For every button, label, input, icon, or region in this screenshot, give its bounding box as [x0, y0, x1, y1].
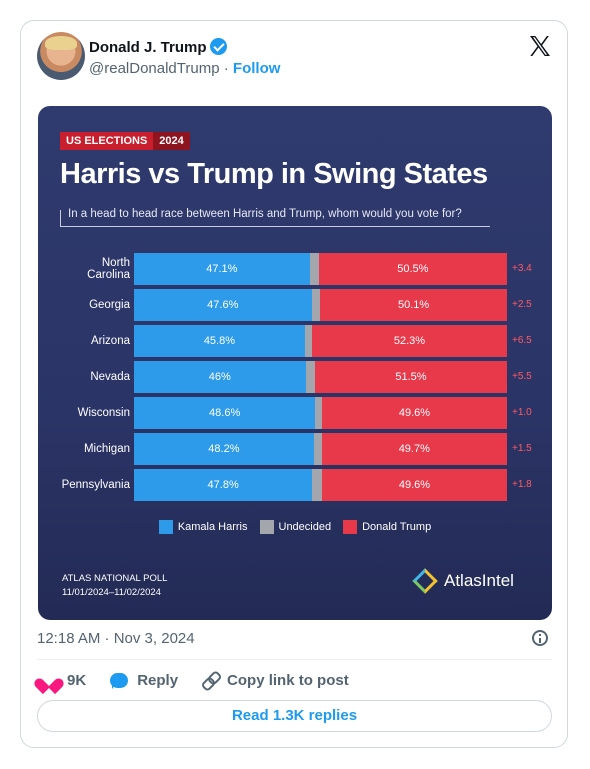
undecided-bar	[315, 397, 322, 429]
harris-value-label: 45.8%	[203, 335, 236, 347]
heart-icon	[40, 672, 58, 688]
harris-value-label: 46%	[208, 371, 231, 383]
undecided-bar	[313, 433, 322, 465]
graphic-title: Harris vs Trump in Swing States	[60, 158, 488, 190]
trump-value-label: 49.6%	[398, 407, 431, 419]
copy-link-button[interactable]: Copy link to post	[202, 672, 349, 689]
undecided-bar	[309, 253, 319, 285]
like-button[interactable]: 9K	[40, 672, 86, 689]
trump-value-label: 52.3%	[393, 335, 426, 347]
state-label: Michigan	[83, 443, 130, 455]
trump-margin-label: +5.5	[512, 371, 532, 382]
state-label: Pennsylvania	[61, 479, 130, 491]
like-count: 9K	[67, 671, 87, 689]
harris-bar	[134, 469, 313, 501]
election-tag: US ELECTIONS 2024	[60, 132, 190, 150]
trump-value-label: 51.5%	[395, 371, 427, 383]
author-name-text[interactable]: Donald J. Trump	[89, 39, 207, 56]
trump-swatch	[343, 520, 358, 534]
atlasintel-brand: AtlasIntel	[412, 568, 514, 594]
legend-trump-label: Donald Trump	[362, 521, 432, 533]
undecided-bar	[312, 469, 322, 501]
poll-question: In a head to head race between Harris an…	[68, 208, 462, 220]
trump-bar	[320, 289, 507, 321]
trump-bar	[318, 253, 507, 285]
undecided-swatch	[259, 520, 274, 534]
info-icon[interactable]	[532, 630, 548, 646]
undecided-bar	[305, 361, 315, 393]
legend-trump: Donald Trump	[343, 520, 431, 534]
harris-value-label: 48.6%	[209, 407, 241, 419]
trump-bar	[321, 433, 507, 465]
trump-bar	[321, 469, 507, 501]
harris-bar	[134, 253, 310, 285]
harris-bar	[134, 289, 312, 321]
harris-bar	[134, 325, 305, 357]
harris-swatch	[158, 520, 173, 534]
atlasintel-logo-icon	[412, 568, 438, 594]
trump-margin-label: +1.8	[512, 479, 532, 490]
tweet-actions: 9K Reply Copy link to post	[40, 670, 373, 690]
trump-margin-label: +2.5	[512, 299, 532, 310]
trump-value-label: 50.1%	[397, 299, 430, 311]
harris-bar	[134, 397, 316, 429]
trump-bar	[314, 361, 507, 393]
trump-bar	[311, 325, 507, 357]
author-handle-row: @realDonaldTrump · Follow	[89, 60, 280, 77]
undecided-bar	[304, 325, 312, 357]
state-label: Georgia	[89, 299, 130, 311]
trump-value-label: 49.6%	[398, 479, 431, 491]
copy-link-label: Copy link to post	[227, 671, 349, 689]
tag-label: US ELECTIONS	[60, 132, 154, 150]
tweet-timestamp[interactable]: 12:18 AM · Nov 3, 2024	[37, 630, 195, 647]
poll-dates: 11/01/2024–11/02/2024	[62, 587, 161, 598]
avatar[interactable]	[37, 32, 85, 80]
poll-name: ATLAS NATIONAL POLL	[62, 573, 168, 584]
follow-link[interactable]: Follow	[232, 60, 281, 77]
question-underline	[60, 226, 490, 227]
legend-harris-label: Kamala Harris	[177, 521, 248, 533]
legend-harris: Kamala Harris	[158, 520, 248, 534]
author-name[interactable]: Donald J. Trump	[89, 38, 227, 56]
trump-value-label: 50.5%	[397, 263, 429, 275]
divider	[37, 659, 552, 660]
state-label: Nevada	[90, 371, 130, 383]
trump-margin-label: +1.5	[512, 443, 532, 454]
trump-value-label: 49.7%	[398, 443, 430, 455]
harris-bar	[134, 433, 314, 465]
harris-value-label: 47.8%	[207, 479, 239, 491]
reply-label: Reply	[137, 671, 179, 689]
link-icon	[202, 672, 218, 688]
legend-undecided-label: Undecided	[278, 521, 332, 533]
harris-value-label: 47.6%	[207, 299, 239, 311]
trump-bar	[321, 397, 507, 429]
reply-bubble-icon	[110, 672, 129, 689]
trump-margin-label: +1.0	[512, 407, 532, 418]
harris-value-label: 48.2%	[208, 443, 240, 455]
harris-bar	[134, 361, 306, 393]
poll-source: ATLAS NATIONAL POLL 11/01/2024–11/02/202…	[62, 572, 167, 600]
state-label: Wisconsin	[77, 407, 130, 419]
separator: ·	[223, 60, 229, 77]
trump-margin-label: +3.4	[512, 263, 532, 274]
reply-button[interactable]: Reply	[110, 672, 178, 689]
tag-year: 2024	[153, 132, 190, 150]
x-logo-icon[interactable]	[528, 34, 552, 58]
harris-value-label: 47.1%	[206, 263, 238, 275]
undecided-bar	[311, 289, 321, 321]
author-handle[interactable]: @realDonaldTrump	[89, 60, 220, 77]
trump-margin-label: +6.5	[512, 335, 532, 346]
chart-legend: Kamala Harris Undecided Donald Trump	[38, 520, 552, 534]
brand-name: AtlasIntel	[444, 571, 514, 590]
state-label: Arizona	[91, 335, 130, 347]
state-label: North Carolina	[87, 257, 130, 281]
verified-badge-icon	[209, 38, 227, 55]
question-bracket	[60, 210, 61, 226]
read-replies-button[interactable]: Read 1.3K replies	[37, 700, 552, 732]
poll-graphic[interactable]: US ELECTIONS 2024 Harris vs Trump in Swin…	[38, 106, 552, 620]
legend-undecided: Undecided	[259, 520, 332, 534]
